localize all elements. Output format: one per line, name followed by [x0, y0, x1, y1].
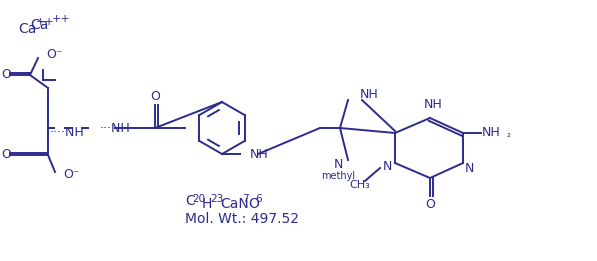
Text: O: O [1, 149, 11, 162]
Text: O: O [425, 198, 435, 211]
Text: 7: 7 [242, 194, 248, 204]
Text: ++: ++ [36, 17, 55, 27]
Text: 20: 20 [192, 194, 205, 204]
Text: ₂: ₂ [507, 129, 511, 139]
Text: methyl: methyl [321, 171, 355, 181]
Text: Ca: Ca [18, 22, 36, 36]
Text: N: N [382, 159, 392, 173]
Text: ++: ++ [52, 14, 71, 24]
Text: O: O [150, 91, 160, 104]
Text: O⁻: O⁻ [63, 169, 79, 181]
Text: NH: NH [424, 98, 442, 110]
Text: H: H [202, 197, 213, 211]
Text: ····NH: ····NH [50, 126, 85, 139]
Text: O⁻: O⁻ [46, 49, 63, 62]
Text: CH₃: CH₃ [350, 180, 370, 190]
Text: NH: NH [360, 88, 378, 102]
Text: O: O [1, 68, 11, 81]
Text: 6: 6 [255, 194, 261, 204]
Text: NH: NH [250, 147, 269, 161]
Text: 23: 23 [210, 194, 223, 204]
Text: Mol. Wt.: 497.52: Mol. Wt.: 497.52 [185, 212, 299, 226]
Text: NH: NH [482, 127, 500, 139]
Text: Ca: Ca [30, 18, 48, 32]
Text: O: O [248, 197, 259, 211]
Text: C: C [185, 194, 195, 208]
Text: CaN: CaN [220, 197, 249, 211]
Text: N: N [334, 158, 343, 171]
Text: ···NH: ···NH [100, 122, 131, 134]
Text: N: N [464, 162, 473, 175]
